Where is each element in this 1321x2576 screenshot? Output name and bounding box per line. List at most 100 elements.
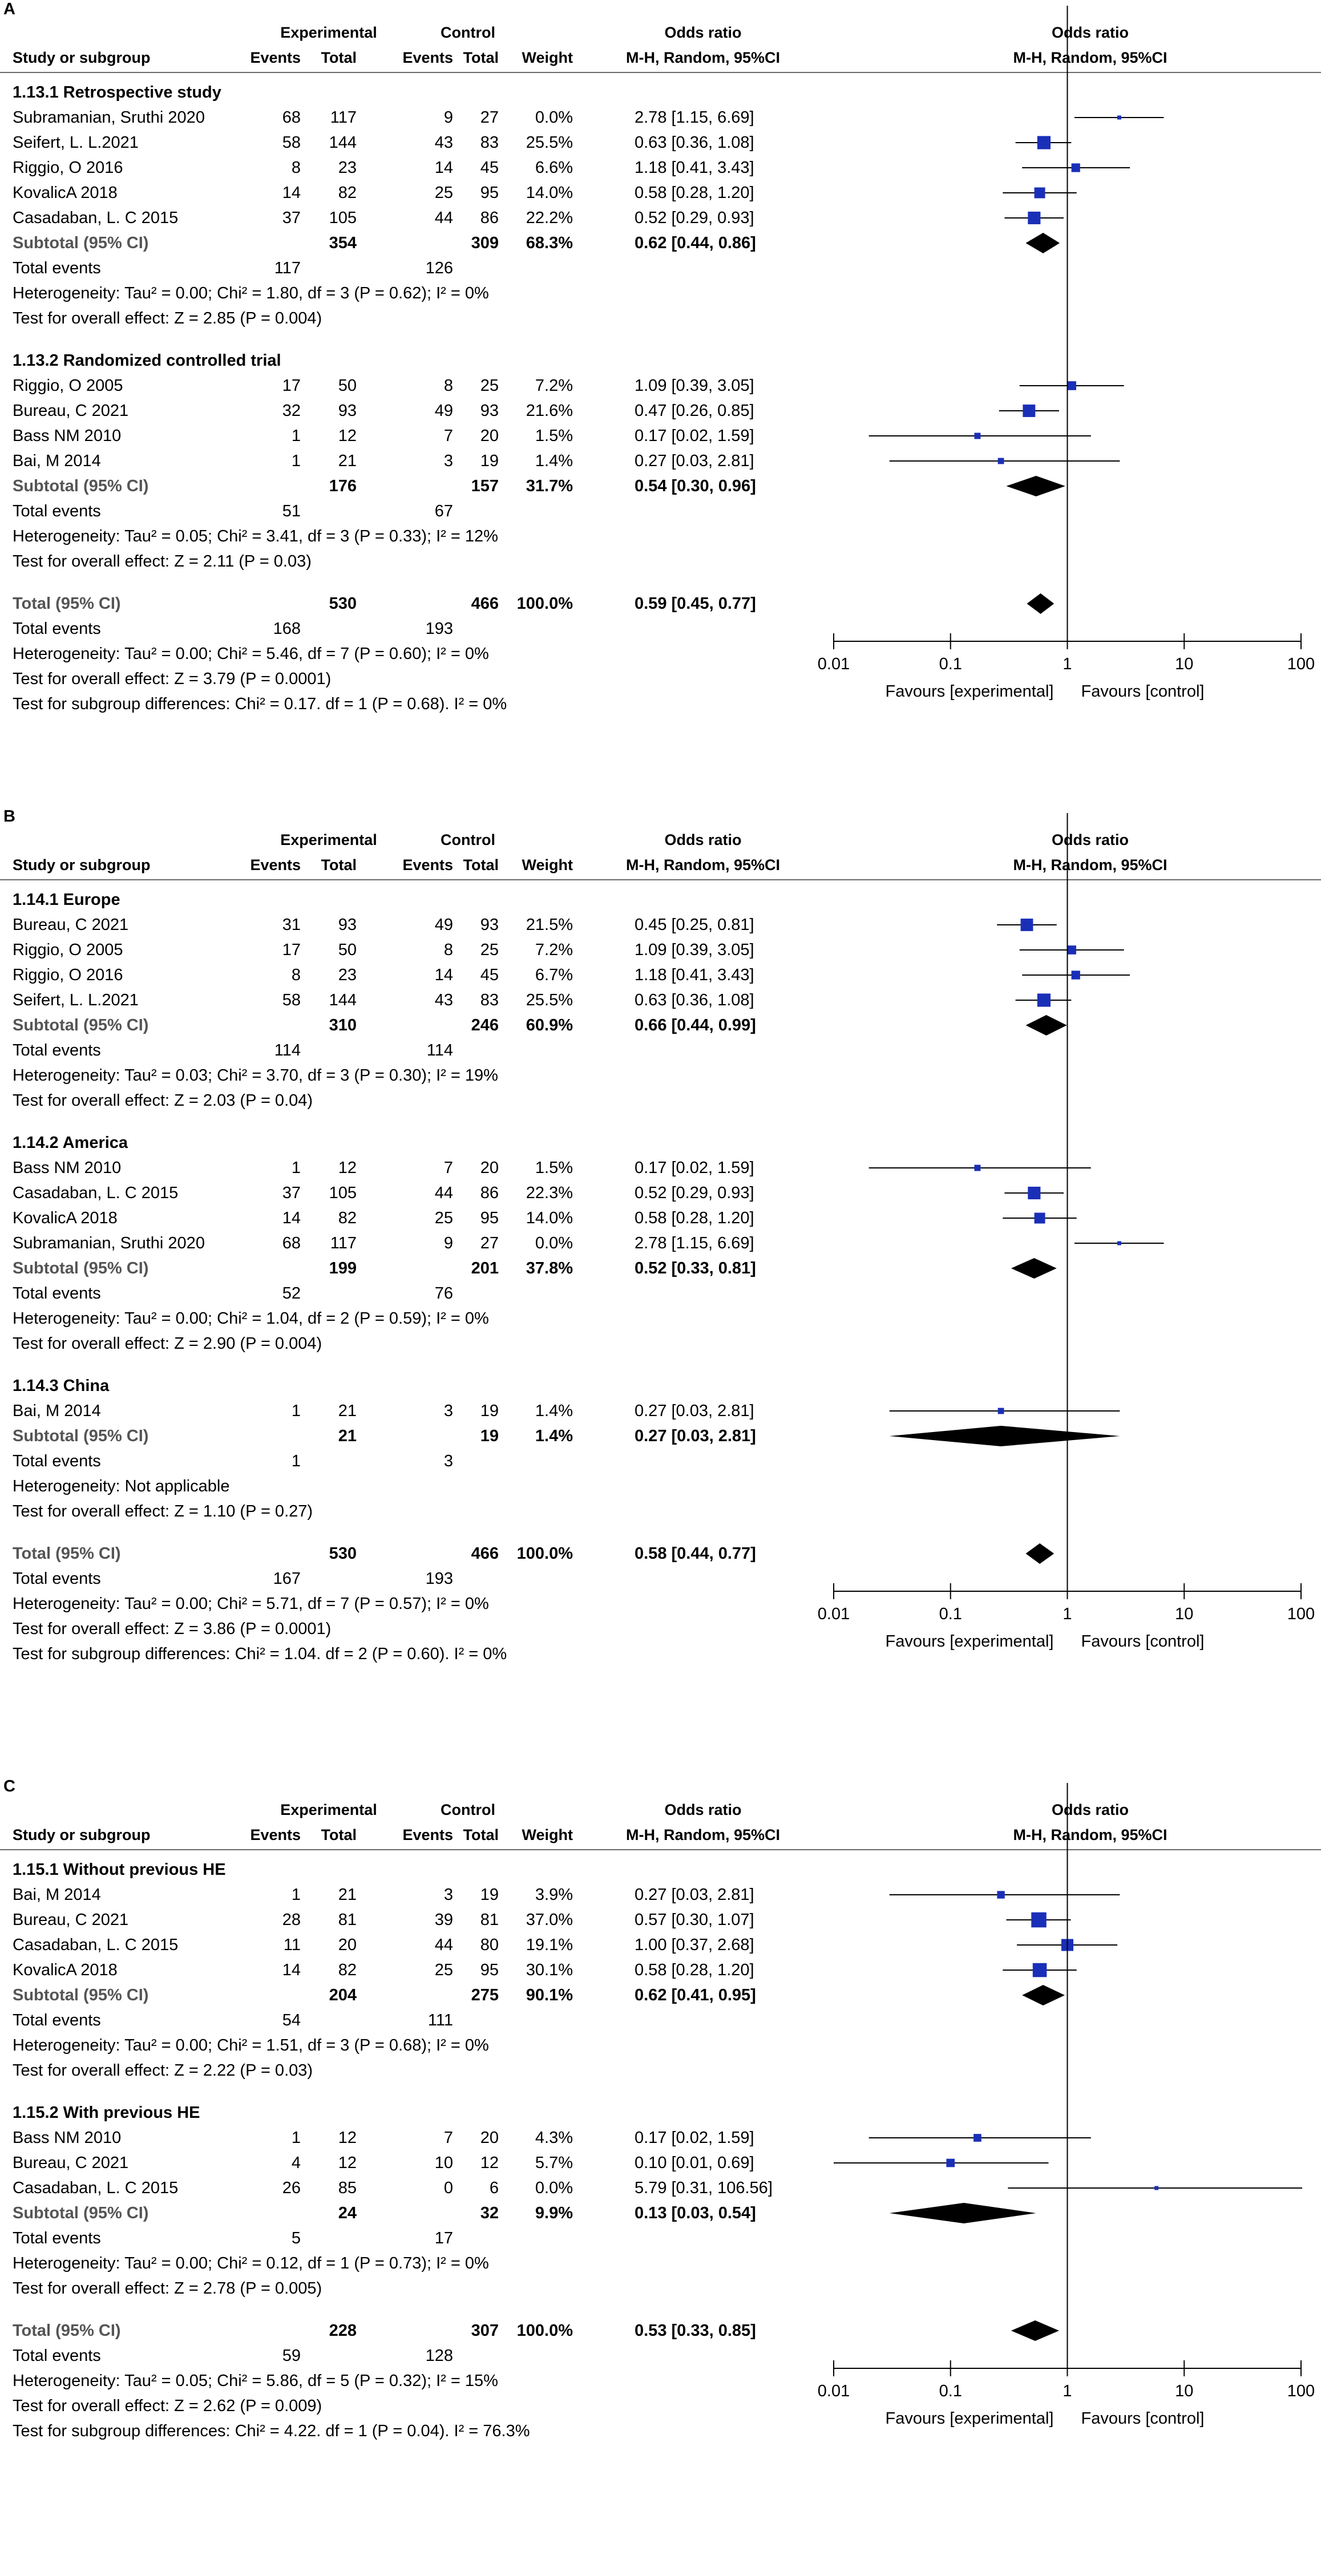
pooled-ctrl-total: 157 (471, 477, 499, 495)
study-weight: 1.4% (535, 1402, 573, 1420)
subtotal-diamond (1022, 1985, 1065, 2005)
statistic-text: Test for overall effect: Z = 1.10 (P = 0… (13, 1502, 313, 1520)
exp-events: 1 (291, 427, 301, 445)
ctrl-total: 27 (480, 1234, 499, 1252)
total-diamond (1011, 2320, 1060, 2341)
ctrl-total: 83 (480, 134, 499, 152)
ctrl-total: 81 (480, 1911, 499, 1929)
ctrl-events: 9 (443, 1234, 453, 1252)
header-method: M-H, Random, 95%CI (625, 856, 781, 874)
study-weight: 21.5% (526, 916, 573, 934)
study-or-ci: 0.58 [0.28, 1.20] (635, 184, 754, 202)
study-weight: 7.2% (535, 377, 573, 395)
ctrl-total: 27 (480, 108, 499, 127)
exp-total: 12 (338, 427, 357, 445)
header-control: Control (441, 1801, 495, 1818)
study-marker (1067, 381, 1076, 390)
ctrl-total: 25 (480, 377, 499, 395)
ctrl-events: 49 (434, 916, 453, 934)
study-marker (1023, 405, 1036, 417)
header-odds-ratio: Odds ratio (664, 1801, 742, 1818)
statistic-text: Heterogeneity: Tau² = 0.03; Chi² = 3.70,… (13, 1066, 498, 1085)
study-name: Riggio, O 2016 (13, 966, 123, 984)
exp-total: 50 (338, 941, 357, 959)
ctrl-events: 49 (434, 402, 453, 420)
pooled-or-ci: 0.62 [0.41, 0.95] (635, 1986, 756, 2004)
header-odds-ratio-plot: Odds ratio (1051, 1801, 1129, 1818)
total-events-exp: 59 (282, 2347, 301, 2365)
study-or-ci: 0.47 [0.26, 0.85] (635, 402, 754, 420)
statistic-text: Test for overall effect: Z = 3.79 (P = 0… (13, 670, 332, 688)
pooled-weight: 9.9% (535, 2204, 573, 2222)
ctrl-events: 7 (443, 1159, 453, 1177)
study-or-ci: 1.00 [0.37, 2.68] (635, 1936, 754, 1954)
study-name: Casadaban, L. C 2015 (13, 1184, 179, 1202)
subtotal-label: Subtotal (95% CI) (13, 1259, 149, 1277)
ctrl-events: 44 (434, 209, 453, 227)
study-name: Subramanian, Sruthi 2020 (13, 1234, 205, 1252)
header-study: Study or subgroup (13, 1826, 151, 1843)
pooled-or-ci: 0.27 [0.03, 2.81] (635, 1427, 756, 1445)
study-marker (974, 1164, 981, 1171)
header-ctrl-total: Total (463, 1826, 499, 1843)
study-marker (1034, 1212, 1045, 1224)
pooled-ctrl-total: 201 (471, 1259, 499, 1277)
pooled-weight: 37.8% (526, 1259, 573, 1277)
study-weight: 22.3% (526, 1184, 573, 1202)
study-marker (1031, 1912, 1047, 1928)
subgroup-heading: 1.15.2 With previous HE (13, 2104, 200, 2122)
study-weight: 19.1% (526, 1936, 573, 1954)
exp-total: 23 (338, 159, 357, 177)
pooled-or-ci: 0.59 [0.45, 0.77] (635, 595, 756, 613)
subtotal-diamond (1006, 476, 1065, 496)
study-marker (1037, 993, 1051, 1007)
study-or-ci: 1.09 [0.39, 3.05] (635, 377, 754, 395)
header-exp-events: Events (250, 856, 301, 874)
pooled-exp-total: 176 (329, 477, 357, 495)
exp-events: 26 (282, 2179, 301, 2197)
x-tick-label: 0.01 (817, 2382, 850, 2400)
exp-total: 144 (329, 134, 357, 152)
total-events-ctrl: 114 (426, 1041, 453, 1059)
total-events-ctrl: 67 (434, 502, 453, 520)
forest-panel-c: C Experimental Control Odds ratio Odds ratio… (0, 1777, 1321, 2469)
x-tick-label: 100 (1287, 655, 1315, 673)
ctrl-total: 45 (480, 159, 499, 177)
ctrl-total: 6 (489, 2179, 499, 2197)
exp-events: 14 (282, 184, 301, 202)
total-events-ctrl: 193 (425, 620, 453, 638)
pooled-exp-total: 21 (338, 1427, 357, 1445)
panel-label: B (3, 807, 15, 826)
exp-events: 68 (282, 1234, 301, 1252)
pooled-weight: 100.0% (516, 595, 573, 613)
ctrl-total: 19 (480, 1402, 499, 1420)
subtotal-diamond (889, 1426, 1120, 1446)
study-or-ci: 0.52 [0.29, 0.93] (635, 209, 754, 227)
x-tick-label: 0.1 (939, 2382, 962, 2400)
ctrl-events: 7 (443, 427, 453, 445)
header-ctrl-events: Events (402, 856, 453, 874)
total-events-ctrl: 193 (425, 1570, 453, 1588)
study-name: Bureau, C 2021 (13, 402, 129, 420)
exp-events: 8 (291, 159, 301, 177)
total-events-label: Total events (13, 1570, 101, 1588)
exp-events: 1 (291, 1159, 301, 1177)
exp-total: 50 (338, 377, 357, 395)
favours-control-label: Favours [control] (1081, 2409, 1205, 2428)
study-marker (997, 458, 1004, 464)
exp-total: 85 (338, 2179, 357, 2197)
study-marker (1071, 970, 1080, 980)
header-exp-total: Total (321, 49, 357, 66)
ctrl-total: 93 (480, 402, 499, 420)
study-weight: 0.0% (535, 1234, 573, 1252)
ctrl-events: 9 (443, 108, 453, 127)
ctrl-events: 8 (443, 941, 453, 959)
ctrl-events: 7 (443, 2129, 453, 2147)
ctrl-events: 8 (443, 377, 453, 395)
study-weight: 0.0% (535, 2179, 573, 2197)
x-tick-label: 0.01 (817, 1605, 850, 1623)
header-control: Control (441, 24, 495, 41)
study-name: Casadaban, L. C 2015 (13, 209, 179, 227)
header-experimental: Experimental (280, 24, 377, 41)
header-control: Control (441, 831, 495, 848)
